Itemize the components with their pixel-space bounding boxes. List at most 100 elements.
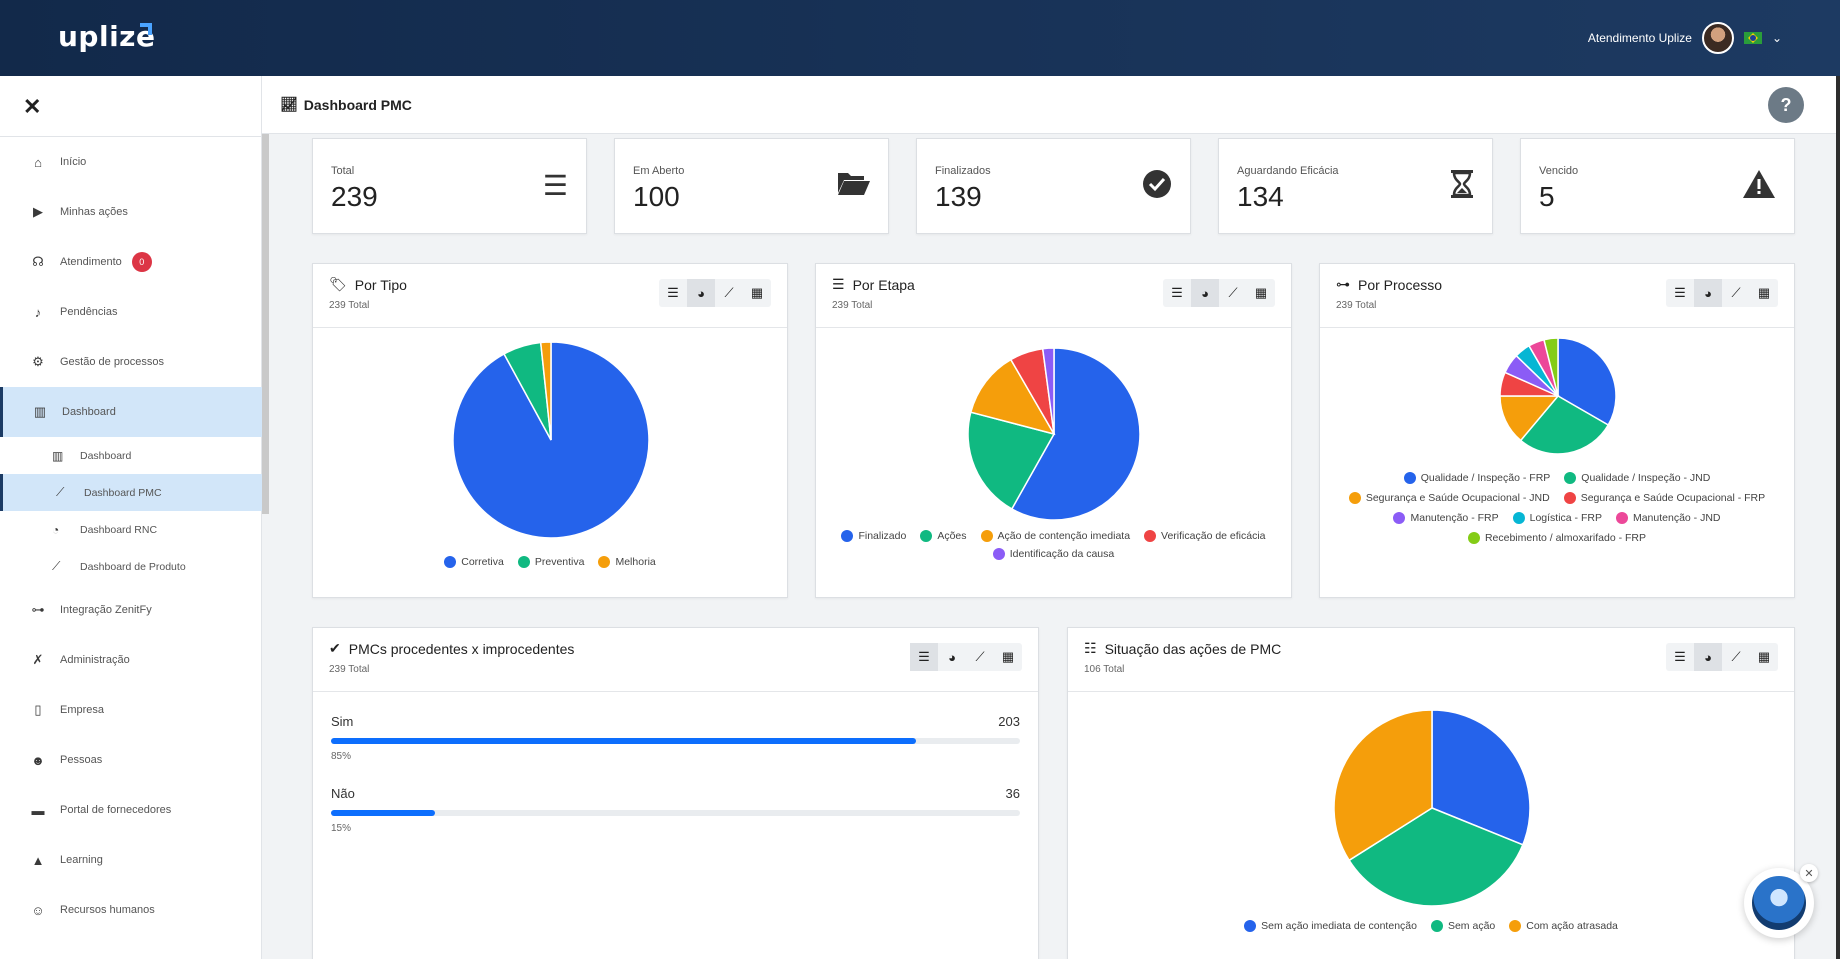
legend-dot bbox=[1403, 472, 1416, 484]
view-table-button[interactable]: ▦ bbox=[750, 285, 764, 300]
view-line-button[interactable]: ⟋ bbox=[724, 285, 734, 300]
legend-item[interactable]: Sem ação bbox=[1430, 920, 1495, 932]
legend-item[interactable]: Segurança e Saúde Ocupacional - FRP bbox=[1563, 492, 1765, 504]
legend-item[interactable]: Ação de contenção imediata bbox=[980, 530, 1130, 542]
view-pie-button[interactable]: ◕ bbox=[948, 649, 956, 665]
pie-slice[interactable] bbox=[1010, 347, 1141, 521]
sidebar-item-label: Início bbox=[60, 156, 87, 168]
view-line-button[interactable]: ⟋ bbox=[1731, 285, 1741, 300]
sidebar-item-recursos-humanos[interactable]: ☺ Recursos humanos bbox=[0, 885, 262, 935]
chevron-down-icon[interactable]: ⌄ bbox=[1771, 31, 1782, 45]
view-pie-button[interactable]: ◕ bbox=[1191, 279, 1219, 307]
sidebar-item-gestao-processos[interactable]: ⚙ Gestão de processos bbox=[0, 337, 262, 387]
stat-card-finalizados[interactable]: Finalizados 139 bbox=[916, 138, 1191, 234]
view-line-button[interactable]: ⟋ bbox=[1731, 649, 1741, 664]
legend-item[interactable]: Recebimento / almoxarifado - FRP bbox=[1467, 532, 1646, 544]
brazil-flag-icon[interactable] bbox=[1743, 32, 1762, 44]
chatbot-button[interactable] bbox=[1744, 868, 1814, 938]
legend-item[interactable]: Qualidade / Inspeção - FRP bbox=[1403, 472, 1550, 484]
legend-item[interactable]: Finalizado bbox=[841, 530, 906, 542]
sidebar-item-pendencias[interactable]: ♪ Pendências bbox=[0, 287, 262, 337]
view-list-button[interactable]: ☰ bbox=[1171, 285, 1183, 300]
sidebar-scrollbar[interactable] bbox=[262, 134, 269, 514]
sidebar-item-atendimento[interactable]: ☊ Atendimento 0 bbox=[0, 237, 262, 287]
sidebar-item-minhas-acoes[interactable]: ▶ Minhas ações bbox=[0, 187, 262, 237]
pie-slice[interactable] bbox=[1333, 709, 1433, 862]
sidebar-item-dashboard[interactable]: ▥ Dashboard bbox=[0, 387, 262, 437]
legend-por-processo[interactable]: Qualidade / Inspeção - FRP Qualidade / In… bbox=[1330, 472, 1784, 586]
legend-item[interactable]: Com ação atrasada bbox=[1509, 920, 1618, 932]
legend-item[interactable]: Melhoria bbox=[598, 556, 656, 568]
pie-slice[interactable] bbox=[967, 411, 1056, 510]
view-table-button[interactable]: ▦ bbox=[1001, 649, 1015, 664]
view-toggle: ☰ ◕ ⟋ ▦ bbox=[1163, 279, 1275, 307]
view-table-button[interactable]: ▦ bbox=[1757, 649, 1771, 664]
pie-slice[interactable] bbox=[1431, 709, 1531, 846]
sitemap-icon: ⊶ bbox=[31, 602, 45, 617]
sidebar-item-inicio[interactable]: ⌂ Início bbox=[0, 137, 262, 187]
view-list-button[interactable]: ☰ bbox=[667, 285, 679, 300]
sidebar-item-portal-fornecedores[interactable]: ▬ Portal de fornecedores bbox=[0, 785, 262, 835]
sidebar-item-integracao-zenitfy[interactable]: ⊶ Integração ZenitFy bbox=[0, 585, 262, 635]
sidebar-subitem-dashboard-pmc[interactable]: ⟋ Dashboard PMC bbox=[0, 474, 262, 511]
view-pie-button[interactable]: ◕ bbox=[687, 279, 715, 307]
legend-item[interactable]: Ações bbox=[920, 530, 967, 542]
avatar[interactable] bbox=[1701, 22, 1734, 54]
legend-item[interactable]: Verificação de eficácia bbox=[1144, 530, 1266, 542]
pie-slice[interactable] bbox=[1519, 395, 1610, 455]
pie-slice[interactable] bbox=[1543, 337, 1559, 397]
legend-item[interactable]: Manutenção - JND bbox=[1615, 512, 1721, 524]
view-list-button[interactable]: ☰ bbox=[910, 643, 938, 671]
view-line-button[interactable]: ⟋ bbox=[975, 649, 985, 664]
view-pie-button[interactable]: ◕ bbox=[1694, 279, 1722, 307]
legend-item[interactable]: Identificação da causa bbox=[992, 548, 1114, 560]
legend-item[interactable]: Segurança e Saúde Ocupacional - JND bbox=[1348, 492, 1550, 504]
panel-title: ☰ Por Etapa bbox=[832, 276, 915, 293]
view-table-button[interactable]: ▦ bbox=[1254, 285, 1268, 300]
pie-slice[interactable] bbox=[539, 341, 552, 441]
stat-card-vencido[interactable]: Vencido 5 bbox=[1520, 138, 1795, 234]
legend-item[interactable]: Manutenção - FRP bbox=[1393, 512, 1499, 524]
pie-slice[interactable] bbox=[969, 358, 1056, 436]
chatbot-close-button[interactable]: ✕ bbox=[1800, 864, 1818, 882]
pie-slice[interactable] bbox=[452, 341, 650, 538]
bar-fill bbox=[331, 738, 917, 744]
help-button[interactable]: ? bbox=[1768, 87, 1804, 123]
sidebar-subitem-dashboard[interactable]: ▥ Dashboard bbox=[0, 437, 262, 474]
page-scrollbar[interactable] bbox=[1836, 76, 1840, 959]
stat-value: 134 bbox=[1237, 181, 1284, 212]
legend-dot bbox=[1430, 920, 1443, 932]
bell-icon: ♪ bbox=[34, 304, 42, 320]
pie-slice[interactable] bbox=[1041, 347, 1055, 435]
uplize-logo[interactable]: uplize bbox=[58, 20, 156, 53]
panel-por-tipo: 🏷︎ Por Tipo 239 Total ☰ ◕ ⟋ ▦ Corretiva P… bbox=[312, 263, 788, 598]
sidebar-item-pessoas[interactable]: ☻ Pessoas bbox=[0, 735, 262, 785]
sidebar-item-administracao[interactable]: ✗ Administração bbox=[0, 635, 262, 685]
sidebar-item-empresa[interactable]: ▯ Empresa bbox=[0, 685, 262, 735]
panel-header: ☷ Situação das ações de PMC 106 Total ☰ … bbox=[1068, 628, 1794, 692]
view-list-button[interactable]: ☰ bbox=[1674, 649, 1686, 664]
legend-item[interactable]: Preventiva bbox=[517, 556, 584, 568]
user-menu[interactable]: Atendimento Uplize ⌄ bbox=[1588, 22, 1782, 54]
sidebar-subitem-dashboard-rnc[interactable]: ◔ Dashboard RNC bbox=[0, 511, 262, 548]
legend-item[interactable]: Sem ação imediata de contenção bbox=[1244, 920, 1417, 932]
close-sidebar-icon[interactable]: ✕ bbox=[23, 94, 42, 119]
view-table-button[interactable]: ▦ bbox=[1757, 285, 1771, 300]
sidebar-item-label: Pessoas bbox=[60, 754, 103, 766]
pie-slice[interactable] bbox=[1557, 337, 1617, 427]
view-line-button[interactable]: ⟋ bbox=[1228, 285, 1238, 300]
view-pie-button[interactable]: ◕ bbox=[1694, 643, 1722, 671]
legend-item[interactable]: Logística - FRP bbox=[1512, 512, 1602, 524]
pie-slice[interactable] bbox=[1348, 807, 1524, 907]
user-name[interactable]: Atendimento Uplize bbox=[1587, 31, 1692, 45]
stat-card-total[interactable]: Total 239 ☰ bbox=[312, 138, 587, 234]
view-list-button[interactable]: ☰ bbox=[1674, 285, 1686, 300]
stat-card-em-aberto[interactable]: Em Aberto 100 bbox=[614, 138, 889, 234]
stat-card-aguardando-eficacia[interactable]: Aguardando Eficácia 134 bbox=[1218, 138, 1493, 234]
panel-procedentes: ✔ PMCs procedentes x improcedentes 239 T… bbox=[312, 627, 1039, 959]
panel-title: 🏷︎ Por Tipo bbox=[329, 276, 407, 293]
legend-item[interactable]: Qualidade / Inspeção - JND bbox=[1564, 472, 1710, 484]
legend-item[interactable]: Corretiva bbox=[444, 556, 504, 568]
sidebar-subitem-dashboard-produto[interactable]: ⟋ Dashboard de Produto bbox=[0, 548, 262, 585]
sidebar-item-learning[interactable]: ▲ Learning bbox=[0, 835, 262, 885]
